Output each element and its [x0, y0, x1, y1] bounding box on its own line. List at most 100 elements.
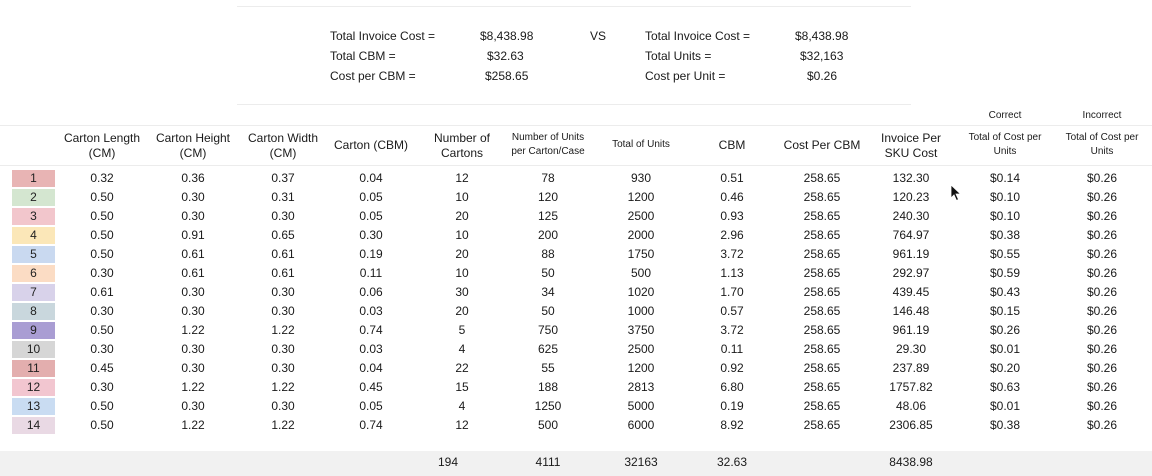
row-number-badge: 3	[12, 208, 55, 225]
table-cell: 1.22	[181, 418, 205, 432]
table-cell: 1.22	[271, 418, 295, 432]
table-cell: 0.04	[359, 171, 383, 185]
table-cell: $0.26	[1086, 361, 1118, 375]
table-cell: 188	[537, 380, 559, 394]
table-cell: 258.65	[803, 418, 841, 432]
table-cell: 750	[537, 323, 559, 337]
table-cell: 258.65	[803, 228, 841, 242]
total-units-per-carton: 4111	[535, 455, 561, 469]
column-header-line1: Invoice Per	[880, 131, 942, 145]
table-cell: $0.26	[1086, 228, 1118, 242]
column-header-line2: Units	[1090, 146, 1114, 157]
table-cell: $0.26	[1086, 171, 1118, 185]
table-cell: 0.46	[720, 190, 744, 204]
column-header-line2: Units	[993, 146, 1017, 157]
table-cell: $0.26	[1086, 380, 1118, 394]
table-cell: 1.13	[720, 266, 744, 280]
row-number-badge: 2	[12, 189, 55, 206]
table-cell: 0.45	[359, 380, 383, 394]
table-cell: 0.11	[359, 266, 383, 280]
column-header-line2: Cartons	[440, 146, 484, 160]
table-cell: 258.65	[803, 361, 841, 375]
table-cell: 0.50	[90, 247, 114, 261]
table-cell: 0.06	[359, 285, 383, 299]
table-cell: 88	[541, 247, 555, 261]
incorrect-group-label: Incorrect	[1082, 110, 1122, 121]
table-cell: 10	[455, 266, 469, 280]
summary-left-value: $8,438.98	[480, 29, 534, 43]
row-number-badge: 13	[12, 398, 55, 415]
table-cell: 50	[541, 266, 555, 280]
column-header-line1: CBM	[718, 138, 746, 152]
column-header-line2: (CM)	[269, 146, 297, 160]
row-number-badge: 8	[12, 303, 55, 320]
column-header-line1: Carton Width	[247, 131, 319, 145]
table-cell: 2500	[627, 342, 655, 356]
table-cell: 29.30	[895, 342, 927, 356]
table-cell: 0.30	[90, 304, 114, 318]
table-cell: 1250	[534, 399, 562, 413]
table-cell: 0.91	[181, 228, 205, 242]
table-cell: 0.03	[359, 342, 383, 356]
table-cell: $0.26	[1086, 285, 1118, 299]
table-cell: 625	[537, 342, 559, 356]
table-cell: 50	[541, 304, 555, 318]
table-cell: 34	[541, 285, 555, 299]
row-number-badge: 4	[12, 227, 55, 244]
table-cell: 0.61	[271, 266, 295, 280]
table-cell: 5	[458, 323, 466, 337]
table-cell: 1.22	[181, 323, 205, 337]
table-cell: $0.15	[989, 304, 1021, 318]
table-cell: $0.26	[1086, 418, 1118, 432]
table-cell: $0.10	[989, 190, 1021, 204]
table-cell: 0.31	[271, 190, 295, 204]
table-cell: 78	[541, 171, 555, 185]
summary-right-label: Cost per Unit =	[645, 69, 726, 83]
table-cell: 961.19	[892, 247, 930, 261]
column-header: Carton Length (CM)	[44, 131, 160, 161]
table-cell: 2000	[627, 228, 655, 242]
table-cell: 0.19	[720, 399, 744, 413]
table-cell: 20	[455, 304, 469, 318]
table-cell: 120	[537, 190, 559, 204]
table-cell: 0.30	[181, 190, 205, 204]
table-cell: 258.65	[803, 380, 841, 394]
table-cell: 0.37	[271, 171, 295, 185]
table-cell: 10	[455, 190, 469, 204]
table-cell: 0.36	[181, 171, 205, 185]
table-cell: 0.92	[720, 361, 744, 375]
table-cell: 0.30	[181, 209, 205, 223]
table-cell: 439.45	[892, 285, 930, 299]
table-cell: 764.97	[892, 228, 930, 242]
row-number-badge: 7	[12, 284, 55, 301]
table-cell: 258.65	[803, 399, 841, 413]
table-cell: 0.30	[271, 285, 295, 299]
table-cell: 200	[537, 228, 559, 242]
summary-right-value: $32,163	[800, 49, 844, 63]
row-number-badge: 11	[12, 360, 55, 377]
column-header-line1: Total of Units	[612, 139, 670, 150]
summary-left-label: Total CBM =	[330, 49, 396, 63]
table-cell: 0.74	[359, 323, 383, 337]
totals-row	[0, 451, 1152, 476]
table-cell: 2.96	[720, 228, 744, 242]
table-cell: 1200	[627, 361, 655, 375]
table-cell: $0.26	[1086, 304, 1118, 318]
summary-right-label: Total Invoice Cost =	[645, 29, 751, 43]
header-top-divider	[0, 125, 1152, 126]
column-header: Invoice Per SKU Cost	[861, 131, 961, 161]
summary-right-label: Total Units =	[645, 49, 712, 63]
table-cell: 2306.85	[889, 418, 933, 432]
table-cell: 0.30	[90, 380, 114, 394]
table-cell: 12	[455, 418, 469, 432]
column-header: Total of Cost per Units	[1044, 131, 1152, 159]
table-cell: $0.26	[1086, 342, 1118, 356]
column-header: Carton Width (CM)	[228, 131, 338, 161]
table-cell: 0.30	[271, 342, 295, 356]
total-cartons: 194	[437, 455, 459, 469]
table-cell: 1020	[627, 285, 655, 299]
top-divider	[237, 6, 911, 7]
table-cell: $0.38	[989, 228, 1021, 242]
table-cell: 0.45	[90, 361, 114, 375]
table-cell: 1000	[627, 304, 655, 318]
